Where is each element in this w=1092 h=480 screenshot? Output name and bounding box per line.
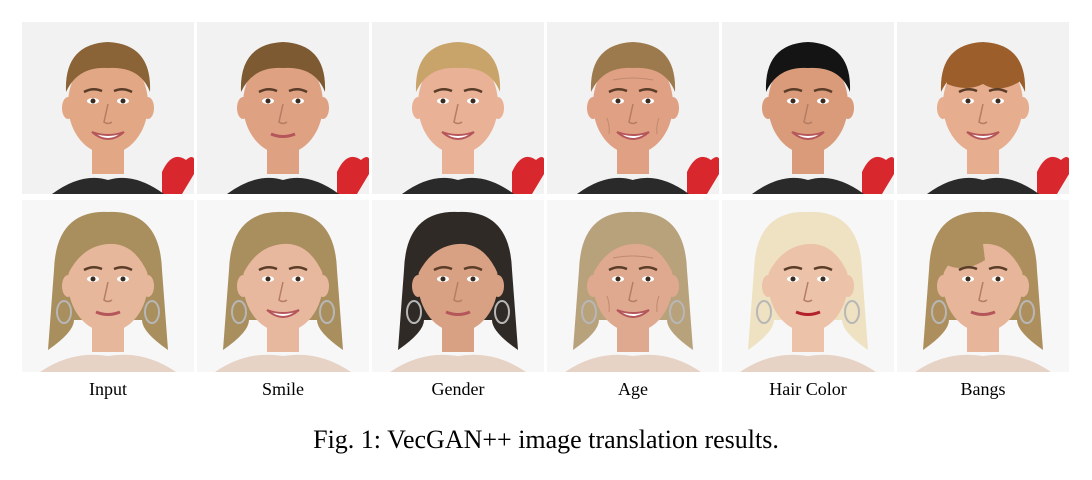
- male-face-bangs-image: [897, 22, 1069, 194]
- column-label-age: Age: [618, 379, 648, 399]
- column-label-hair-color: Hair Color: [769, 379, 847, 399]
- female-face-smile-image: [197, 200, 369, 372]
- female-face-gender-image: [372, 200, 544, 372]
- column-label-input: Input: [89, 379, 127, 399]
- female-face-input-image: [22, 200, 194, 372]
- male-face-age-image: [547, 22, 719, 194]
- face-grid: [22, 22, 1072, 372]
- column-label-gender: Gender: [431, 379, 485, 399]
- column-label-smile: Smile: [261, 379, 304, 399]
- male-face-smile-image: [197, 22, 369, 194]
- male-face-input-image: [22, 22, 194, 194]
- column-label-bangs: Bangs: [960, 379, 1006, 399]
- male-face-hair-color-image: [722, 22, 894, 194]
- female-face-age-image: [547, 200, 719, 372]
- female-face-hair-color-image: [722, 200, 894, 372]
- male-face-gender-image: [372, 22, 544, 194]
- figure-caption: Fig. 1: VecGAN++ image translation resul…: [313, 425, 779, 454]
- female-face-bangs-image: [897, 200, 1069, 372]
